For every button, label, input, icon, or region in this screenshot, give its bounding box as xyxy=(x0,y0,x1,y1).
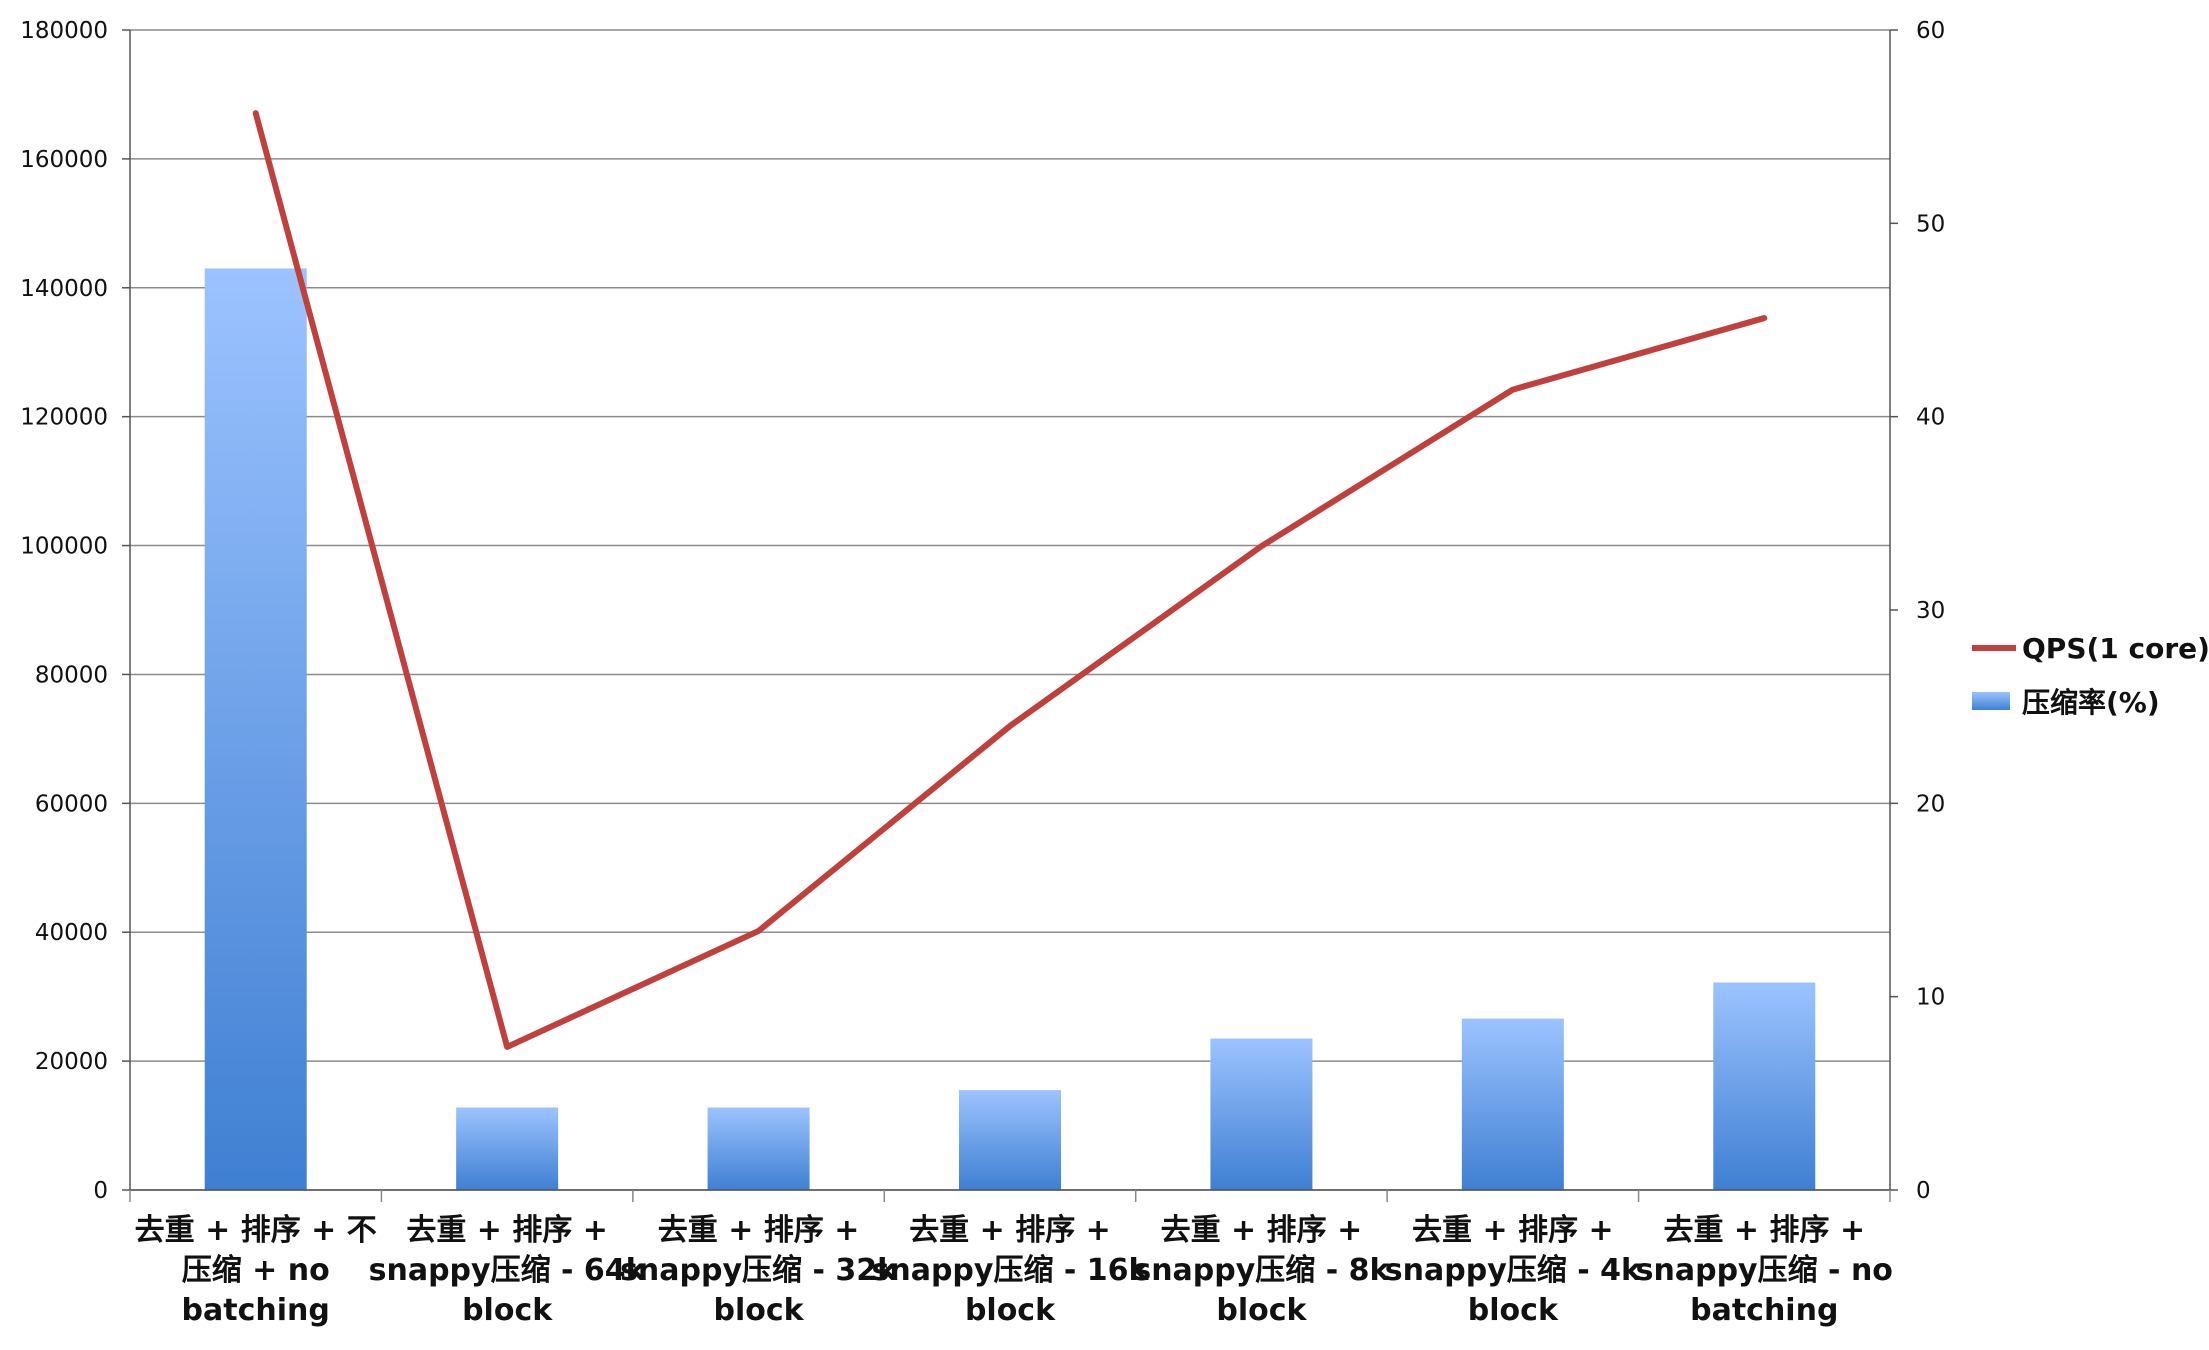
bar xyxy=(1210,1038,1313,1190)
left-tick-label: 140000 xyxy=(20,276,108,302)
qps-point xyxy=(758,930,760,932)
right-tick-label: 60 xyxy=(1916,18,1945,44)
left-tick-label: 20000 xyxy=(35,1049,108,1075)
category-label: snappy压缩 - 16k xyxy=(871,1253,1149,1288)
category-label: 去重 + 排序 + xyxy=(1161,1213,1363,1248)
category-label: 去重 + 排序 + xyxy=(909,1213,1111,1248)
left-tick-label: 120000 xyxy=(20,405,108,431)
bar xyxy=(1461,1018,1564,1190)
bar-series xyxy=(204,268,1816,1190)
category-label: 去重 + 排序 + xyxy=(406,1213,608,1248)
qps-point xyxy=(1763,317,1765,319)
category-label: batching xyxy=(1690,1293,1838,1328)
left-tick-label: 180000 xyxy=(20,18,108,44)
legend: QPS(1 core) 压缩率(%) xyxy=(1972,632,2209,719)
qps-point xyxy=(506,1046,508,1048)
bar xyxy=(959,1090,1061,1190)
category-label: block xyxy=(714,1293,805,1328)
bar xyxy=(204,268,307,1190)
legend-bar-swatch xyxy=(1972,692,2010,710)
right-tick-label: 50 xyxy=(1916,211,1945,237)
category-label: snappy压缩 - 32k xyxy=(620,1253,898,1288)
left-tick-label: 160000 xyxy=(20,147,108,173)
gridlines xyxy=(130,29,1890,1191)
legend-label: QPS(1 core) xyxy=(2022,632,2209,665)
qps-point xyxy=(1009,725,1011,727)
bar xyxy=(1713,982,1816,1190)
category-label: block xyxy=(965,1293,1056,1328)
category-label: 去重 + 排序 + 不 xyxy=(135,1213,377,1248)
qps-line xyxy=(252,110,1768,1050)
category-label: batching xyxy=(182,1293,330,1328)
category-label: 压缩 + no xyxy=(182,1253,330,1288)
left-tick-label: 80000 xyxy=(35,662,108,688)
bar xyxy=(707,1107,810,1190)
category-label: 去重 + 排序 + xyxy=(1412,1213,1614,1248)
category-label: block xyxy=(462,1293,553,1328)
right-tick-label: 10 xyxy=(1916,985,1945,1011)
axes xyxy=(122,29,1898,1202)
category-label: block xyxy=(1468,1293,1559,1328)
category-label: snappy压缩 - 4k xyxy=(1385,1253,1642,1288)
right-tick-label: 30 xyxy=(1916,598,1945,624)
qps-point xyxy=(1260,545,1262,547)
bar xyxy=(456,1107,559,1190)
right-tick-label: 40 xyxy=(1916,405,1945,431)
legend-label: 压缩率(%) xyxy=(2022,686,2160,719)
left-tick-label: 60000 xyxy=(35,791,108,817)
category-label: 去重 + 排序 + xyxy=(658,1213,860,1248)
qps-point xyxy=(255,112,257,114)
right-tick-label: 0 xyxy=(1916,1178,1931,1204)
left-tick-label: 100000 xyxy=(20,534,108,560)
qps-point xyxy=(1512,389,1514,391)
category-label: snappy压缩 - 64k xyxy=(369,1253,647,1288)
left-tick-label: 40000 xyxy=(35,920,108,946)
category-label: snappy压缩 - 8k xyxy=(1133,1253,1390,1288)
right-tick-label: 20 xyxy=(1916,791,1945,817)
left-tick-label: 0 xyxy=(93,1178,108,1204)
category-label: snappy压缩 - no xyxy=(1636,1253,1893,1288)
line-series xyxy=(252,110,1768,1050)
category-label: 去重 + 排序 + xyxy=(1663,1213,1865,1248)
axis-labels: 0 20000 40000 60000 80000 100000 120000 140000 1… xyxy=(20,18,1945,1328)
category-label: block xyxy=(1216,1293,1307,1328)
